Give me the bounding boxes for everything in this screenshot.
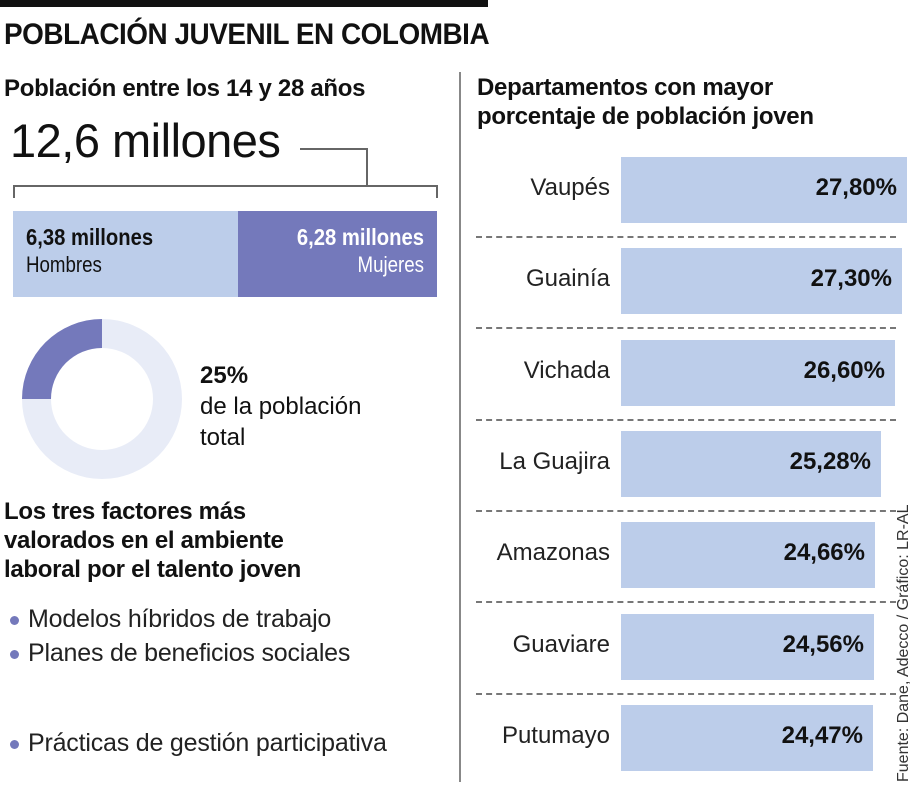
bar-value-label: 26,60%: [803, 357, 885, 384]
women-segment: 6,28 millones Mujeres: [238, 211, 437, 297]
bar-value-label: 24,47%: [781, 722, 863, 749]
bracket-connector: [300, 148, 368, 150]
factors-title-line: laboral por el talento joven: [4, 556, 301, 583]
bullet-icon: [10, 616, 19, 625]
women-value: 6,28 millones: [296, 224, 424, 250]
youth-share-text: 25% de la población total: [200, 360, 361, 453]
source-credit: Fuente: Dane, Adecco / Gráfico: LR-AL: [895, 504, 912, 782]
bar-category-label: Guaviare: [512, 631, 610, 658]
factor-item: Prácticas de gestión participativa: [10, 729, 387, 758]
row-separator: [476, 693, 896, 695]
bracket-top: [13, 185, 438, 187]
bar: [621, 522, 875, 588]
bar: [621, 614, 874, 680]
factor-item: Planes de beneficios sociales: [10, 639, 350, 668]
bar: [621, 248, 902, 314]
chart-title-line: Departamentos con mayor: [477, 74, 773, 101]
bar-category-label: La Guajira: [499, 448, 610, 475]
bracket-left-end: [13, 185, 15, 198]
factors-title: Los tres factores más valorados en el am…: [4, 497, 301, 584]
bar-category-label: Vaupés: [530, 174, 610, 201]
bar-value-label: 27,80%: [815, 174, 897, 201]
bar-category-label: Amazonas: [496, 539, 610, 566]
bracket-right-end: [436, 185, 438, 198]
bar-value-label: 24,56%: [782, 631, 864, 658]
factor-item-label: Planes de beneficios sociales: [28, 639, 351, 667]
header-rule: [0, 0, 488, 7]
page-title: POBLACIÓN JUVENIL EN COLOMBIA: [4, 18, 490, 51]
men-label: Hombres: [26, 252, 102, 277]
bar: [621, 340, 895, 406]
men-segment: 6,38 millones Hombres: [13, 211, 238, 297]
donut-slice-youth: [22, 319, 102, 399]
bullet-icon: [10, 740, 19, 749]
row-separator: [476, 236, 896, 238]
bullet-icon: [10, 650, 19, 659]
bracket-connector-vertical: [366, 148, 368, 186]
row-separator: [476, 419, 896, 421]
bar-category-label: Guainía: [525, 265, 610, 292]
men-value: 6,38 millones: [26, 224, 154, 250]
bar: [621, 705, 873, 771]
bar-value-label: 27,30%: [810, 265, 892, 292]
row-separator: [476, 510, 896, 512]
factor-item-label: Modelos híbridos de trabajo: [28, 605, 332, 633]
population-subtitle: Población entre los 14 y 28 años: [4, 75, 366, 102]
women-label: Mujeres: [357, 252, 424, 277]
youth-share-line2: total: [200, 424, 246, 451]
row-separator: [476, 601, 896, 603]
bar: [621, 157, 907, 223]
row-separator: [476, 327, 896, 329]
factors-title-line: valorados en el ambiente: [4, 527, 284, 554]
gender-stacked-bar: 6,38 millones Hombres 6,28 millones Muje…: [13, 211, 437, 297]
youth-share-donut: [22, 319, 182, 479]
departments-chart-title: Departamentos con mayor porcentaje de po…: [477, 73, 814, 131]
bar: [621, 431, 881, 497]
column-divider: [459, 72, 461, 782]
factor-item: Modelos híbridos de trabajo: [10, 605, 331, 634]
bar-value-label: 24,66%: [783, 539, 865, 566]
population-total: 12,6 millones: [10, 114, 281, 167]
chart-title-line: porcentaje de población joven: [477, 103, 814, 130]
factor-item-label: Prácticas de gestión participativa: [28, 729, 387, 757]
bar-value-label: 25,28%: [789, 448, 871, 475]
bar-category-label: Vichada: [523, 357, 610, 384]
bar-category-label: Putumayo: [501, 722, 610, 749]
factors-title-line: Los tres factores más: [4, 498, 246, 525]
youth-share-percent: 25%: [200, 362, 249, 389]
youth-share-line1: de la población: [200, 393, 362, 420]
donut-slice-rest: [22, 319, 182, 479]
